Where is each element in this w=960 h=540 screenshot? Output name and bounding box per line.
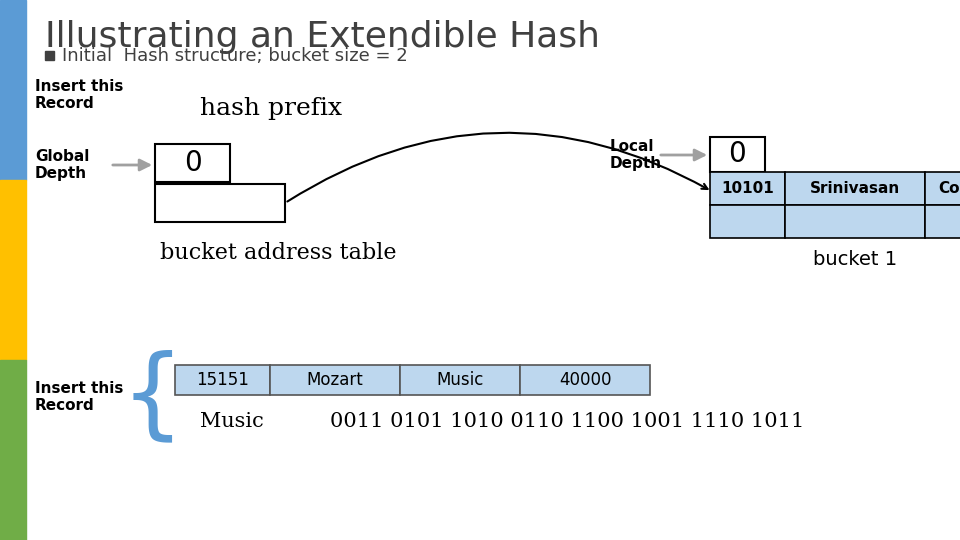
Text: bucket address table: bucket address table: [160, 242, 396, 264]
Text: Insert this
Record: Insert this Record: [35, 381, 124, 413]
FancyBboxPatch shape: [520, 365, 650, 395]
Text: hash prefix: hash prefix: [200, 97, 342, 120]
FancyBboxPatch shape: [925, 172, 960, 205]
Bar: [45, 51, 54, 60]
Text: bucket 1: bucket 1: [813, 250, 897, 269]
Text: Global
Depth: Global Depth: [35, 149, 89, 181]
FancyBboxPatch shape: [710, 172, 785, 205]
Text: Local
Depth: Local Depth: [610, 139, 662, 171]
Text: Srinivasan: Srinivasan: [810, 181, 900, 196]
FancyBboxPatch shape: [710, 137, 765, 172]
Text: Initial  Hash structure; bucket size = 2: Initial Hash structure; bucket size = 2: [62, 47, 408, 65]
Text: 0: 0: [729, 140, 746, 168]
FancyBboxPatch shape: [155, 184, 285, 222]
Text: 15151: 15151: [196, 371, 249, 389]
Text: Mozart: Mozart: [306, 371, 364, 389]
FancyBboxPatch shape: [155, 144, 230, 182]
Text: 0011 0101 1010 0110 1100 1001 1110 1011: 0011 0101 1010 0110 1100 1001 1110 1011: [330, 412, 804, 431]
Text: 0: 0: [183, 149, 202, 177]
Text: 10101: 10101: [721, 181, 774, 196]
Text: Music: Music: [436, 371, 484, 389]
Text: Comp: Comp: [938, 181, 960, 196]
FancyBboxPatch shape: [400, 365, 520, 395]
FancyBboxPatch shape: [785, 205, 925, 238]
FancyBboxPatch shape: [270, 365, 400, 395]
FancyBboxPatch shape: [785, 172, 925, 205]
Text: 40000: 40000: [559, 371, 612, 389]
Bar: [0, 0, 26, 180]
FancyBboxPatch shape: [925, 205, 960, 238]
Bar: [0, 360, 26, 540]
Text: Illustrating an Extendible Hash: Illustrating an Extendible Hash: [45, 20, 600, 54]
Text: {: {: [120, 349, 183, 446]
FancyBboxPatch shape: [710, 205, 785, 238]
Text: Insert this
Record: Insert this Record: [35, 79, 124, 111]
Text: Music: Music: [200, 412, 264, 431]
Bar: [0, 180, 26, 360]
FancyBboxPatch shape: [175, 365, 270, 395]
